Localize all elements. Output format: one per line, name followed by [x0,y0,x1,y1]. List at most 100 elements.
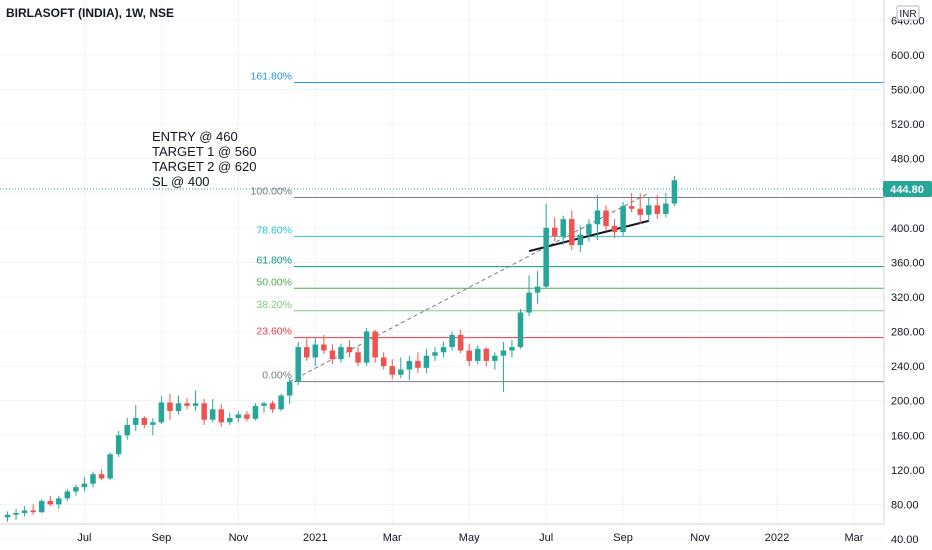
candle [201,398,207,425]
candle-body [500,350,507,356]
y-tick-label: 240.00 [891,361,925,373]
fib-level-label: 100.00% [251,186,292,198]
candle-body [432,352,438,356]
x-tick-label: Mar [844,532,863,544]
candle-body [192,403,199,406]
candle-body [30,510,36,513]
candle [73,484,79,496]
candle-body [475,348,481,361]
candle-body [466,350,472,361]
candle [475,345,481,365]
last-price-label: 444.80 [890,184,924,196]
candle [98,469,105,481]
candle-body [304,347,310,358]
candle-body [167,402,173,412]
candle [192,390,199,412]
fib-level-label: 50.00% [256,276,292,288]
candle [620,201,626,237]
candle-body [133,417,139,425]
candle [278,393,284,412]
candle [637,193,643,225]
candle-body [321,344,327,351]
candle [312,338,319,367]
candle [466,343,472,367]
candle [21,506,28,517]
candle [398,357,404,379]
grid-layer [0,0,884,540]
candle [269,400,276,413]
candle [363,328,370,367]
candle-body [543,227,549,287]
y-tick-label: 120.00 [891,465,925,477]
candle [611,219,618,239]
candle-body [141,417,148,425]
candle-body [663,203,669,214]
candle-body [492,355,498,361]
candle [81,476,88,492]
candle [56,495,62,509]
candle [90,471,96,488]
candle [509,340,515,358]
candle [654,194,661,220]
candle [124,417,130,440]
candle-body [586,224,592,235]
x-tick-label: 2021 [303,532,327,544]
candle [184,398,190,410]
candle [252,403,259,421]
candle-body [423,355,430,368]
y-tick-label: 160.00 [891,430,925,442]
y-tick-label: 560.00 [891,84,925,96]
candle-body [21,510,28,514]
currency-label: INR [899,9,916,20]
candle [560,215,566,246]
candle [38,499,45,514]
candle-body [671,180,678,204]
note-entry: ENTRY @ 460 [152,129,238,144]
note-target-2: TARGET 2 @ 620 [152,159,256,174]
x-tick-label: Sep [152,532,172,544]
candle-body [628,206,635,209]
candle [517,309,524,349]
candle [671,175,678,207]
candle [167,393,173,420]
candle-body [261,403,267,406]
candle [175,395,182,415]
candle-body [338,347,344,360]
candle-body [235,414,242,418]
candle-body [440,347,447,353]
candle-body [380,357,387,367]
y-tick-label: 400.00 [891,223,925,235]
candle [449,331,455,351]
candle-body [286,381,293,396]
candle-body [526,292,532,313]
candle [432,347,438,361]
candle-body [4,514,11,518]
candle-body [346,347,353,353]
candle [329,344,336,365]
x-tick-label: Jul [77,532,91,544]
candle-body [98,474,105,479]
candle-body [175,403,182,412]
candle [389,359,395,380]
candle [346,340,353,358]
candle-body [363,331,370,363]
candle [415,352,421,374]
candle [4,511,11,522]
y-tick-label: 520.00 [891,119,925,131]
candle-body [637,208,643,215]
candle [286,378,293,405]
x-tick-label: May [459,532,480,544]
candle [551,217,558,242]
candle-body [227,417,233,423]
y-tick-label: 480.00 [891,154,925,166]
candle [227,412,233,425]
fib-level-label: 78.60% [256,224,292,236]
candle [628,193,635,213]
currency-badge[interactable]: INR [896,5,920,21]
candle [663,193,669,218]
candle [47,495,53,507]
candle-body [329,350,336,360]
candle-body [47,500,53,505]
last-price-badge: 444.80 [883,181,932,198]
